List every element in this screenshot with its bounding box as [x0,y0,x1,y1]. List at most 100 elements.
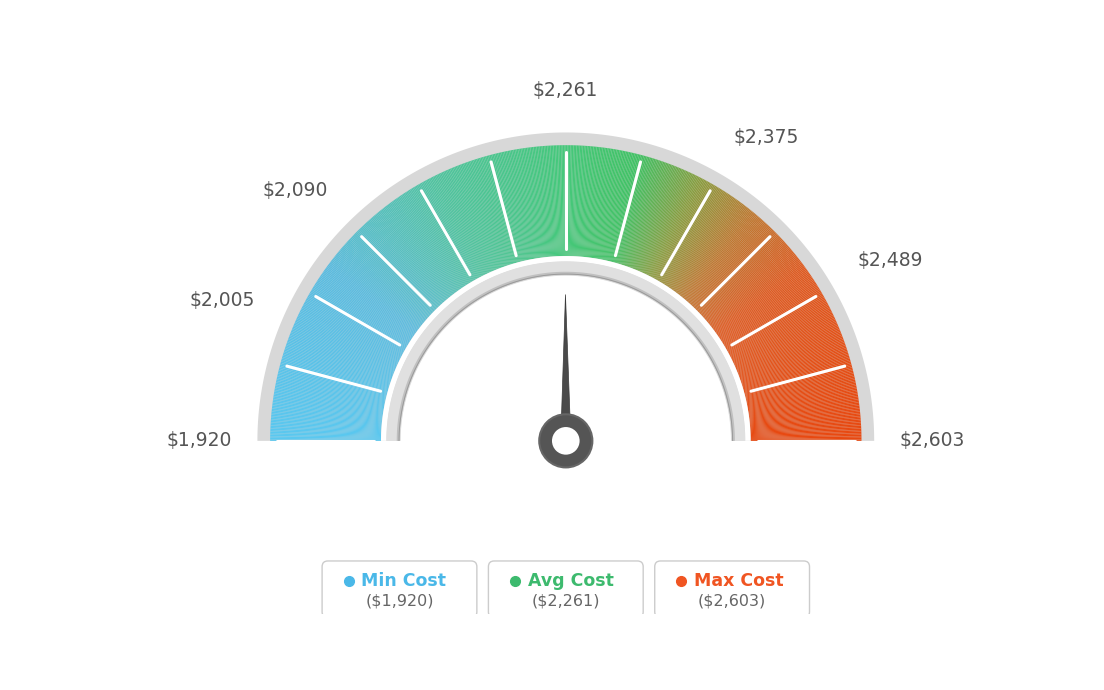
Polygon shape [274,393,383,412]
Polygon shape [346,243,428,318]
Polygon shape [506,151,529,260]
Polygon shape [751,428,861,434]
Polygon shape [747,384,857,406]
Polygon shape [624,160,660,266]
Polygon shape [384,206,454,295]
Polygon shape [749,400,859,416]
Polygon shape [285,346,391,383]
Polygon shape [320,275,413,338]
Polygon shape [376,213,448,299]
Polygon shape [750,408,860,422]
FancyBboxPatch shape [322,561,477,618]
Polygon shape [270,437,381,440]
Polygon shape [627,162,666,267]
Polygon shape [611,154,639,262]
Polygon shape [746,380,856,404]
Polygon shape [751,437,861,440]
Polygon shape [277,373,386,400]
Polygon shape [749,391,858,411]
Polygon shape [713,264,804,331]
Polygon shape [295,322,396,368]
Polygon shape [436,175,486,275]
Polygon shape [676,203,742,293]
Polygon shape [751,433,861,437]
Polygon shape [697,232,776,311]
Polygon shape [625,161,661,266]
Polygon shape [688,219,763,303]
Polygon shape [746,375,854,400]
Polygon shape [602,150,624,259]
Polygon shape [526,148,542,258]
Polygon shape [270,435,381,438]
Polygon shape [359,228,437,309]
Polygon shape [587,147,602,257]
Polygon shape [670,197,734,289]
Polygon shape [639,170,684,272]
Polygon shape [400,195,463,288]
Polygon shape [699,235,779,313]
Polygon shape [288,338,393,377]
Polygon shape [750,407,860,421]
Polygon shape [565,145,567,256]
Polygon shape [744,362,851,392]
Polygon shape [380,210,450,297]
Polygon shape [279,367,386,396]
Polygon shape [438,173,487,274]
Polygon shape [317,280,411,341]
Polygon shape [555,146,560,256]
Text: $2,261: $2,261 [532,81,597,100]
Polygon shape [708,253,795,324]
Polygon shape [544,146,553,257]
Polygon shape [383,207,453,295]
Polygon shape [667,193,729,286]
Polygon shape [461,164,501,268]
Polygon shape [615,156,646,263]
Polygon shape [581,146,591,257]
Polygon shape [750,411,860,424]
Polygon shape [342,246,426,320]
Polygon shape [283,354,390,388]
Polygon shape [680,208,750,296]
Polygon shape [346,242,429,317]
Polygon shape [296,318,397,365]
Polygon shape [301,308,401,359]
Polygon shape [382,208,452,296]
Polygon shape [707,250,793,322]
Polygon shape [270,420,382,428]
Polygon shape [431,177,482,277]
Polygon shape [375,214,447,299]
Polygon shape [750,413,860,424]
Polygon shape [270,421,381,429]
Polygon shape [657,184,713,281]
Polygon shape [724,289,820,347]
Polygon shape [533,147,546,257]
Polygon shape [295,321,397,366]
Polygon shape [588,147,603,257]
Polygon shape [270,431,381,436]
Polygon shape [443,171,490,273]
Polygon shape [744,366,852,395]
Polygon shape [553,146,559,256]
Polygon shape [730,305,829,357]
Polygon shape [583,146,595,257]
Polygon shape [338,251,424,323]
Polygon shape [618,157,651,264]
Polygon shape [746,376,854,402]
Polygon shape [270,422,381,430]
Polygon shape [641,171,689,273]
Polygon shape [284,351,390,386]
Polygon shape [745,373,854,400]
Polygon shape [735,324,838,368]
Polygon shape [723,285,818,344]
Polygon shape [649,177,700,276]
Polygon shape [333,257,421,327]
Polygon shape [683,213,755,299]
Polygon shape [352,235,433,313]
Polygon shape [496,153,522,262]
Polygon shape [270,425,381,432]
Polygon shape [750,404,859,419]
Polygon shape [619,158,652,264]
Polygon shape [703,244,787,319]
Polygon shape [276,382,384,405]
Polygon shape [279,364,388,394]
